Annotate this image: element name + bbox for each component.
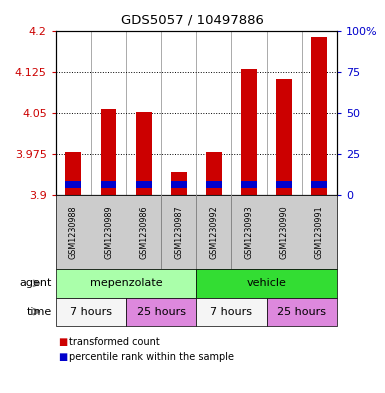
Text: ■: ■ xyxy=(58,336,67,347)
Bar xyxy=(171,182,187,188)
Bar xyxy=(206,182,222,188)
Text: GSM1230987: GSM1230987 xyxy=(174,205,183,259)
Bar xyxy=(65,152,81,195)
Bar xyxy=(206,152,222,195)
Text: GSM1230991: GSM1230991 xyxy=(315,205,324,259)
Text: 25 hours: 25 hours xyxy=(277,307,326,317)
Text: 25 hours: 25 hours xyxy=(137,307,186,317)
Bar xyxy=(311,182,327,188)
Text: GDS5057 / 10497886: GDS5057 / 10497886 xyxy=(121,14,264,27)
Text: time: time xyxy=(27,307,52,317)
Bar xyxy=(100,182,116,188)
Bar xyxy=(241,182,257,188)
Text: GSM1230989: GSM1230989 xyxy=(104,205,113,259)
Bar xyxy=(136,182,152,188)
Text: mepenzolate: mepenzolate xyxy=(90,278,162,288)
Text: GSM1230992: GSM1230992 xyxy=(209,205,218,259)
Bar xyxy=(171,172,187,195)
Bar xyxy=(311,37,327,195)
Bar xyxy=(241,70,257,195)
Bar xyxy=(276,79,292,195)
Bar xyxy=(100,109,116,195)
Text: vehicle: vehicle xyxy=(247,278,286,288)
Text: GSM1230993: GSM1230993 xyxy=(244,205,254,259)
Text: transformed count: transformed count xyxy=(69,336,160,347)
Bar xyxy=(136,112,152,195)
Text: ■: ■ xyxy=(58,352,67,362)
Text: agent: agent xyxy=(20,278,52,288)
Text: 7 hours: 7 hours xyxy=(211,307,253,317)
Bar xyxy=(65,182,81,188)
Bar xyxy=(276,182,292,188)
Text: GSM1230990: GSM1230990 xyxy=(280,205,289,259)
Text: percentile rank within the sample: percentile rank within the sample xyxy=(69,352,234,362)
Text: 7 hours: 7 hours xyxy=(70,307,112,317)
Text: GSM1230988: GSM1230988 xyxy=(69,205,78,259)
Text: GSM1230986: GSM1230986 xyxy=(139,205,148,259)
